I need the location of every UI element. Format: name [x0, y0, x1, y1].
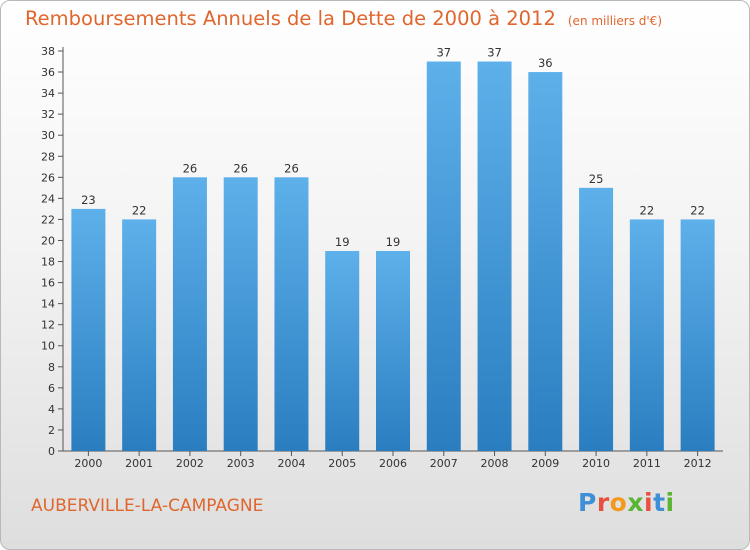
- bar-2002: [172, 177, 207, 451]
- y-tick-label: 38: [41, 45, 55, 58]
- y-tick-label: 10: [41, 340, 55, 353]
- x-tick-label: 2012: [684, 457, 712, 470]
- y-tick-label: 6: [48, 382, 55, 395]
- x-tick-label: 2009: [531, 457, 559, 470]
- x-tick-label: 2011: [633, 457, 661, 470]
- logo-letter: i: [665, 488, 675, 517]
- y-tick-label: 26: [41, 171, 55, 184]
- value-label-2002: 26: [183, 161, 198, 175]
- chart-title: Remboursements Annuels de la Dette de 20…: [25, 7, 662, 30]
- bar-2007: [426, 61, 461, 452]
- logo-letter: i: [644, 488, 654, 517]
- bars: [71, 61, 715, 452]
- x-tick-label: 2007: [430, 457, 458, 470]
- value-label-2001: 22: [132, 203, 147, 217]
- y-tick-label: 36: [41, 66, 55, 79]
- y-tick-label: 34: [41, 87, 55, 100]
- value-label-2004: 26: [284, 161, 299, 175]
- value-label-2007: 37: [436, 46, 451, 60]
- x-tick-label: 2003: [227, 457, 255, 470]
- bar-2003: [223, 177, 258, 451]
- logo-letter: x: [627, 488, 644, 517]
- y-tick-label: 12: [41, 319, 55, 332]
- proxiti-logo[interactable]: Proxiti: [578, 488, 675, 517]
- value-label-2010: 25: [589, 172, 604, 186]
- y-tick-label: 28: [41, 150, 55, 163]
- y-tick-label: 8: [48, 361, 55, 374]
- x-tick-label: 2008: [481, 457, 509, 470]
- value-label-2005: 19: [335, 235, 350, 249]
- y-tick-label: 30: [41, 129, 55, 142]
- x-tick-label: 2005: [328, 457, 356, 470]
- bar-2008: [477, 61, 512, 452]
- value-label-2008: 37: [487, 46, 502, 60]
- bar-2009: [528, 72, 563, 451]
- y-tick-label: 22: [41, 213, 55, 226]
- value-label-2003: 26: [233, 161, 248, 175]
- x-tick-label: 2004: [277, 457, 305, 470]
- y-tick-label: 14: [41, 298, 55, 311]
- y-tick-label: 0: [48, 445, 55, 458]
- value-label-2000: 23: [81, 193, 96, 207]
- logo-letter: P: [578, 488, 597, 517]
- labels: 2000 23 2001 22 2002 26 2003 26 2004 26 2005 19 2006…: [74, 46, 711, 470]
- y-tick-label: 2: [48, 424, 55, 437]
- unit-note: (en milliers d'€): [567, 14, 662, 28]
- logo-letter: o: [609, 488, 628, 517]
- x-tick-label: 2001: [125, 457, 153, 470]
- value-label-2006: 19: [386, 235, 401, 249]
- bar-2004: [274, 177, 309, 451]
- logo-letter: r: [596, 488, 610, 517]
- value-label-2009: 36: [538, 56, 553, 70]
- x-tick-label: 2002: [176, 457, 204, 470]
- bar-2001: [122, 219, 157, 451]
- x-tick-label: 2006: [379, 457, 407, 470]
- y-tick-label: 20: [41, 234, 55, 247]
- y-tick-label: 32: [41, 108, 55, 121]
- bar-2010: [579, 187, 614, 451]
- bar-2005: [325, 251, 360, 451]
- value-label-2011: 22: [640, 203, 655, 217]
- y-tick-label: 18: [41, 256, 55, 269]
- x-tick-label: 2010: [582, 457, 610, 470]
- bar-2012: [680, 219, 715, 451]
- commune-name: AUBERVILLE-LA-CAMPAGNE: [31, 496, 264, 516]
- bar-2000: [71, 208, 106, 451]
- title-text: Remboursements Annuels de la Dette de 20…: [25, 7, 556, 30]
- y-tick-label: 16: [41, 277, 55, 290]
- x-tick-label: 2000: [74, 457, 102, 470]
- value-label-2012: 22: [690, 203, 705, 217]
- logo-letter: t: [653, 488, 666, 517]
- y-tick-label: 4: [48, 403, 55, 416]
- bar-2006: [376, 251, 410, 451]
- y-tick-label: 24: [41, 192, 55, 205]
- bar-2011: [629, 219, 664, 451]
